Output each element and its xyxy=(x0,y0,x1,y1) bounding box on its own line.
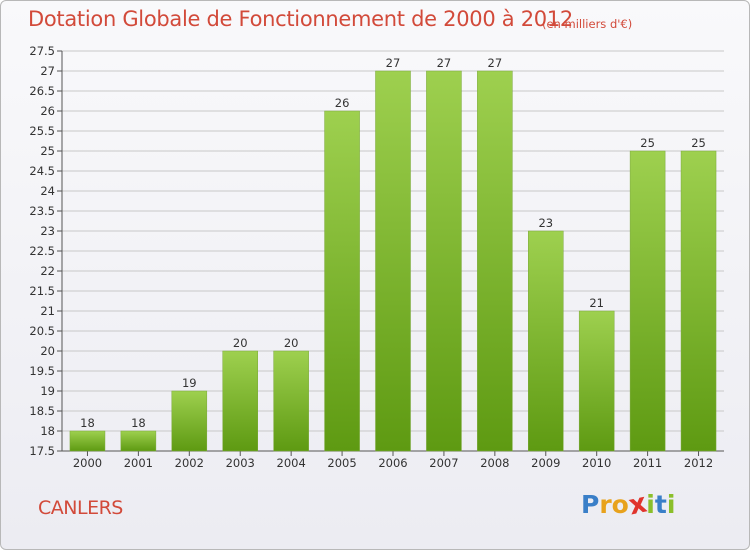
y-tick-label: 19 xyxy=(40,384,55,398)
bars xyxy=(69,70,717,452)
y-tick-label: 17.5 xyxy=(29,444,55,458)
commune-name: CANLERS xyxy=(38,497,123,519)
x-tick-label: 2009 xyxy=(531,456,560,470)
y-tick-label: 21 xyxy=(40,304,55,318)
y-tick-label: 24.5 xyxy=(29,164,55,178)
x-tick-label: 2003 xyxy=(226,456,255,470)
x-tick-label: 2004 xyxy=(277,456,306,470)
bar-2011 xyxy=(629,150,666,452)
bar-value-label: 21 xyxy=(589,296,604,310)
y-tick-label: 26 xyxy=(40,104,55,118)
labels: 2000 18 2001 18 2002 19 2003 20 2004 20 2005 26 2006… xyxy=(73,56,713,470)
logo-letter: i xyxy=(646,490,655,519)
bar-value-label: 18 xyxy=(131,416,146,430)
bar-value-label: 20 xyxy=(233,336,248,350)
chart-title: Dotation Globale de Fonctionnement de 20… xyxy=(28,7,573,31)
bar-2010 xyxy=(578,310,615,452)
bar-value-label: 26 xyxy=(335,96,350,110)
logo-letter: r xyxy=(599,490,612,519)
y-tick-label: 19.5 xyxy=(29,364,55,378)
bar-value-label: 23 xyxy=(538,216,553,230)
y-tick-label: 25 xyxy=(40,144,55,158)
logo-letter: P xyxy=(581,490,600,519)
y-tick-label: 20.5 xyxy=(29,324,55,338)
y-tick-label: 26.5 xyxy=(29,84,55,98)
bar-2007 xyxy=(426,70,462,452)
bar-value-label: 18 xyxy=(80,416,95,430)
x-tick-label: 2006 xyxy=(378,456,407,470)
logo-letter: i xyxy=(666,490,676,519)
y-tick-label: 27.5 xyxy=(29,44,55,58)
bar-value-label: 20 xyxy=(284,336,299,350)
bar-2000 xyxy=(69,430,106,452)
x-tick-label: 2001 xyxy=(124,456,153,470)
bar-2004 xyxy=(273,350,309,452)
bar-2002 xyxy=(171,390,208,452)
y-tick-label: 23.5 xyxy=(29,204,55,218)
y-tick-label: 24 xyxy=(40,184,55,198)
x-tick-label: 2005 xyxy=(327,456,356,470)
bar-value-label: 27 xyxy=(386,56,401,70)
y-tick-label: 22.5 xyxy=(29,244,55,258)
bar-value-label: 25 xyxy=(640,136,655,150)
y-tick-label: 27 xyxy=(40,64,55,78)
bar-2008 xyxy=(477,70,513,452)
y-tick-label: 23 xyxy=(40,224,55,238)
bar-value-label: 27 xyxy=(437,56,452,70)
logo-letter: t xyxy=(654,490,667,519)
logo-letter: o xyxy=(611,490,629,519)
y-tick-label: 18 xyxy=(40,424,55,438)
bar-2009 xyxy=(528,230,564,452)
bar-2006 xyxy=(375,70,411,452)
bar-value-label: 27 xyxy=(488,56,503,70)
x-tick-label: 2002 xyxy=(175,456,204,470)
chart-subtitle: (en milliers d'€) xyxy=(542,17,633,31)
x-tick-label: 2007 xyxy=(429,456,458,470)
y-tick-label: 25.5 xyxy=(29,124,55,138)
y-tick-label: 18.5 xyxy=(29,404,55,418)
y-tick-label: 21.5 xyxy=(29,284,55,298)
bar-2003 xyxy=(222,350,258,452)
y-tick-label: 22 xyxy=(40,264,55,278)
y-tick-label: 20 xyxy=(40,344,55,358)
bar-2001 xyxy=(120,430,157,452)
x-tick-label: 2012 xyxy=(684,456,713,470)
bar-2012 xyxy=(680,150,717,452)
x-tick-label: 2010 xyxy=(582,456,611,470)
x-tick-label: 2000 xyxy=(73,456,102,470)
bar-value-label: 19 xyxy=(182,376,197,390)
x-tick-label: 2011 xyxy=(633,456,662,470)
bar-2005 xyxy=(324,110,360,452)
x-tick-label: 2008 xyxy=(480,456,509,470)
bar-value-label: 25 xyxy=(691,136,706,150)
proxiti-logo[interactable]: Proxiti xyxy=(581,488,676,522)
